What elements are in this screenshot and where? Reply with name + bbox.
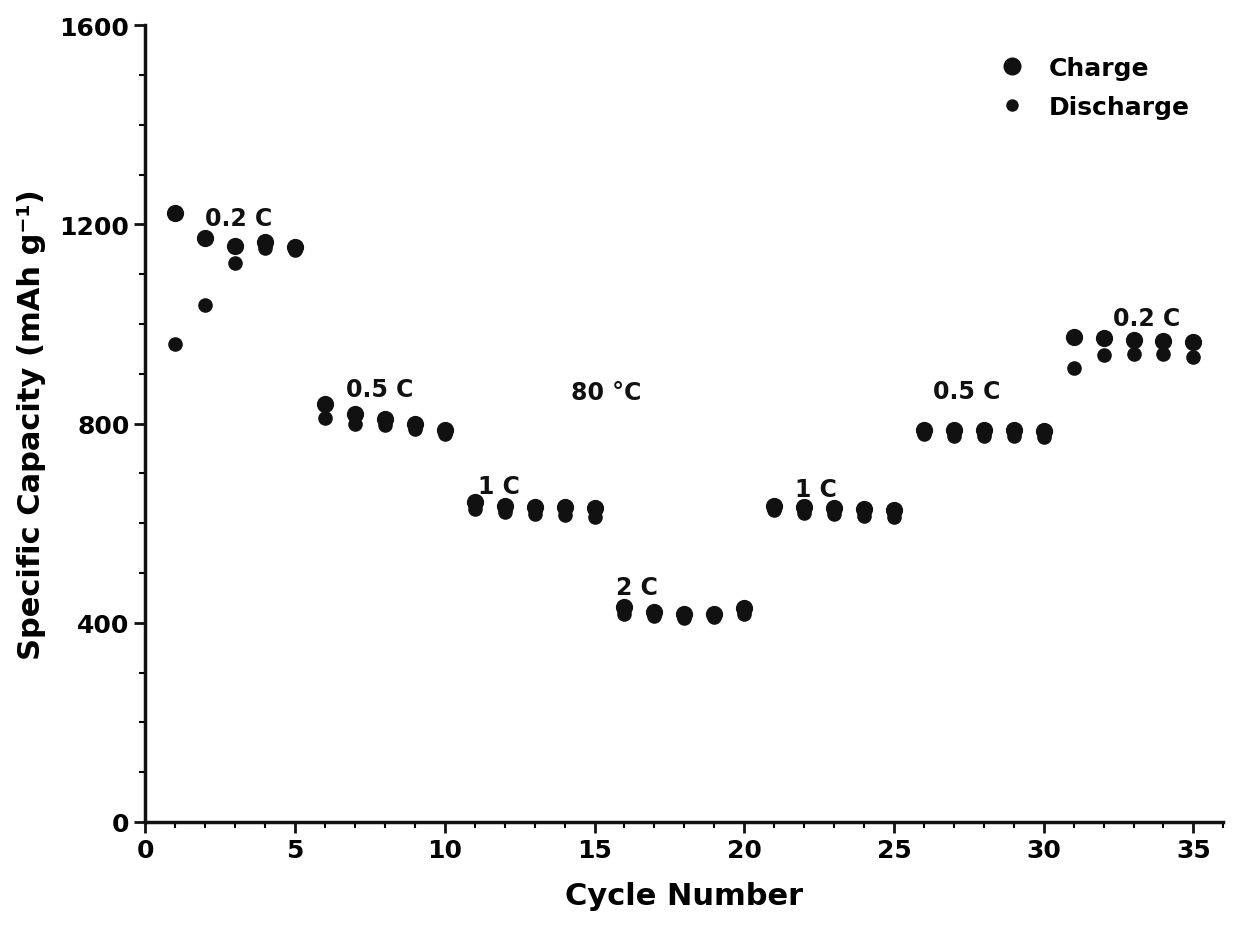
Point xyxy=(973,429,993,444)
Point xyxy=(495,505,515,520)
Point xyxy=(465,495,485,510)
Point xyxy=(794,506,813,521)
Point xyxy=(675,611,694,626)
Point xyxy=(315,411,335,425)
Point xyxy=(884,503,904,518)
Point xyxy=(554,501,574,515)
Point xyxy=(645,609,665,624)
Point xyxy=(525,500,544,514)
Point xyxy=(495,499,515,514)
Point xyxy=(525,507,544,522)
Point xyxy=(435,426,455,441)
Point xyxy=(825,502,844,516)
Point xyxy=(854,502,874,517)
Text: 1 C: 1 C xyxy=(477,475,520,499)
Point xyxy=(1183,336,1203,350)
Point xyxy=(1064,361,1084,375)
Point xyxy=(1153,334,1173,349)
Point xyxy=(226,239,246,254)
Point xyxy=(554,508,574,523)
Point xyxy=(226,257,246,272)
Point xyxy=(435,423,455,438)
Point xyxy=(285,244,305,259)
Point xyxy=(1123,347,1143,362)
Point xyxy=(764,503,784,518)
Point xyxy=(944,423,963,438)
Text: 0.2 C: 0.2 C xyxy=(1112,307,1179,331)
Legend: Charge, Discharge: Charge, Discharge xyxy=(977,46,1200,130)
Point xyxy=(584,510,604,525)
Text: 80 °C: 80 °C xyxy=(570,380,641,404)
Point xyxy=(165,207,185,222)
Text: 0.5 C: 0.5 C xyxy=(346,377,413,401)
Point xyxy=(645,604,665,619)
Point xyxy=(944,429,963,444)
Point xyxy=(704,606,724,621)
Point xyxy=(255,241,275,256)
Point xyxy=(1094,348,1114,362)
Point xyxy=(345,416,365,431)
Point xyxy=(914,427,934,442)
Point xyxy=(854,509,874,524)
Point xyxy=(884,510,904,525)
Point xyxy=(315,397,335,412)
Point xyxy=(584,502,604,516)
Point xyxy=(465,502,485,517)
Point xyxy=(196,298,216,313)
Text: 2 C: 2 C xyxy=(615,576,657,599)
Point xyxy=(1034,425,1054,439)
Point xyxy=(374,418,394,433)
X-axis label: Cycle Number: Cycle Number xyxy=(565,882,804,910)
Text: 0.5 C: 0.5 C xyxy=(932,379,1001,403)
Y-axis label: Specific Capacity (mAh g⁻¹): Specific Capacity (mAh g⁻¹) xyxy=(16,189,46,659)
Point xyxy=(165,337,185,352)
Point xyxy=(1123,333,1143,348)
Text: 1 C: 1 C xyxy=(795,477,837,502)
Point xyxy=(1064,331,1084,346)
Point xyxy=(196,232,216,247)
Point xyxy=(825,507,844,522)
Point xyxy=(794,501,813,515)
Point xyxy=(1183,350,1203,365)
Point xyxy=(1153,347,1173,362)
Point xyxy=(914,423,934,438)
Point xyxy=(1034,430,1054,445)
Point xyxy=(1094,331,1114,346)
Point xyxy=(1004,429,1024,444)
Point xyxy=(734,601,754,616)
Point xyxy=(374,412,394,426)
Point xyxy=(405,416,425,431)
Point xyxy=(345,407,365,422)
Point xyxy=(973,423,993,438)
Point xyxy=(615,600,635,615)
Text: 0.2 C: 0.2 C xyxy=(206,207,273,231)
Point xyxy=(734,606,754,621)
Point xyxy=(1004,423,1024,438)
Point xyxy=(764,499,784,514)
Point xyxy=(675,606,694,621)
Point xyxy=(405,422,425,437)
Point xyxy=(704,610,724,625)
Point xyxy=(285,240,305,255)
Point xyxy=(615,606,635,621)
Point xyxy=(255,235,275,250)
